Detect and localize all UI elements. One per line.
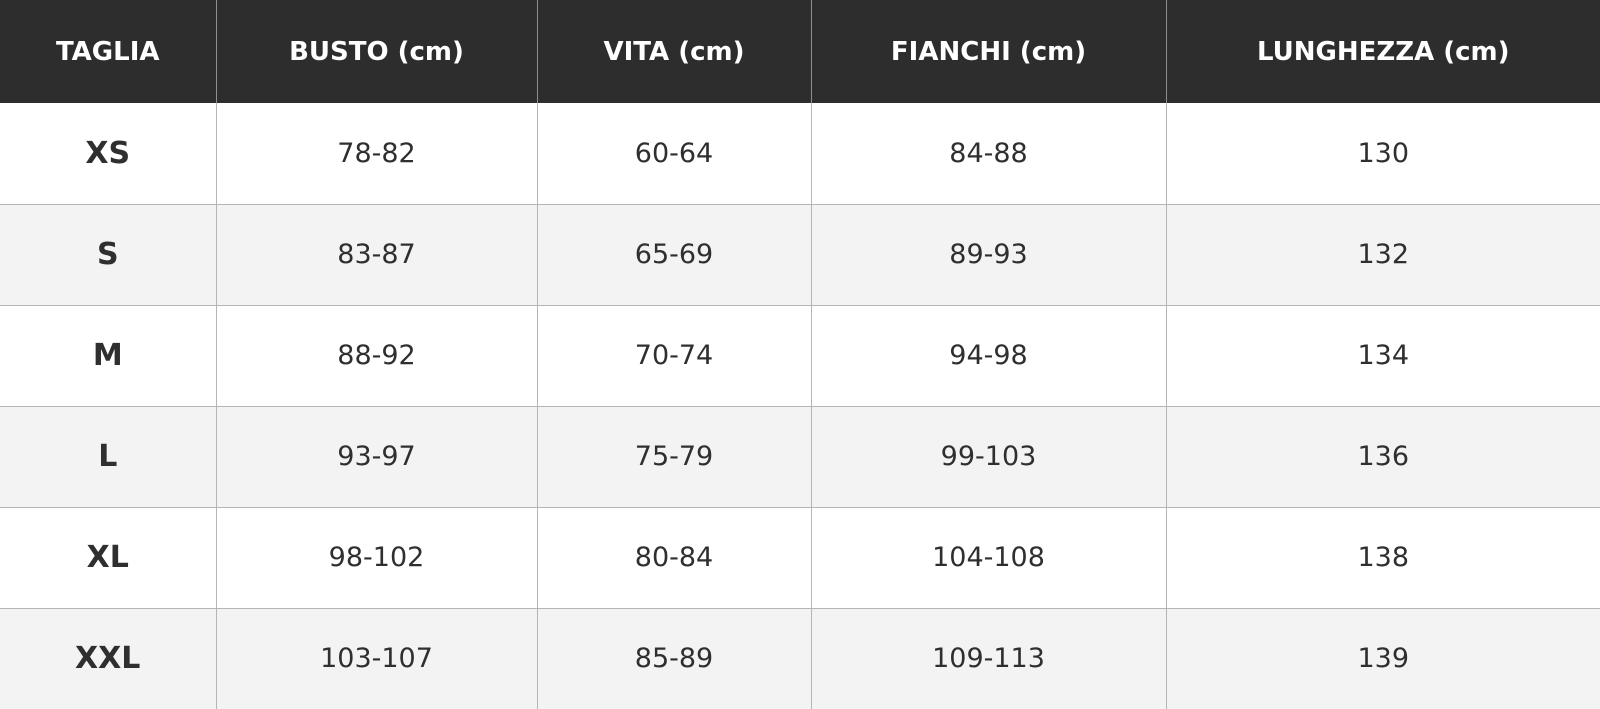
table-row: L 93-97 75-79 99-103 136 [0, 405, 1600, 507]
size-cell: L [0, 405, 216, 507]
hips-cell: 104-108 [810, 506, 1166, 608]
length-cell: 132 [1165, 203, 1600, 305]
size-cell: XXL [0, 607, 216, 709]
waist-cell: 75-79 [536, 405, 811, 507]
length-cell: 136 [1165, 405, 1600, 507]
hips-cell: 99-103 [810, 405, 1166, 507]
length-cell: 134 [1165, 304, 1600, 406]
size-cell: M [0, 304, 216, 406]
bust-cell: 88-92 [215, 304, 537, 406]
size-cell: S [0, 203, 216, 305]
table-row: XL 98-102 80-84 104-108 138 [0, 506, 1600, 608]
hips-cell: 94-98 [810, 304, 1166, 406]
waist-cell: 85-89 [536, 607, 811, 709]
waist-cell: 60-64 [536, 103, 811, 204]
bust-cell: 98-102 [215, 506, 537, 608]
table-header: TAGLIA BUSTO (cm) VITA (cm) FIANCHI (cm)… [0, 0, 1600, 103]
header-vita: VITA (cm) [536, 0, 811, 103]
hips-cell: 109-113 [810, 607, 1166, 709]
size-cell: XL [0, 506, 216, 608]
header-fianchi: FIANCHI (cm) [810, 0, 1166, 103]
header-lunghezza: LUNGHEZZA (cm) [1165, 0, 1600, 103]
size-cell: XS [0, 103, 216, 204]
waist-cell: 65-69 [536, 203, 811, 305]
bust-cell: 103-107 [215, 607, 537, 709]
bust-cell: 78-82 [215, 103, 537, 204]
header-taglia: TAGLIA [0, 0, 216, 103]
waist-cell: 80-84 [536, 506, 811, 608]
table-row: S 83-87 65-69 89-93 132 [0, 203, 1600, 305]
bust-cell: 93-97 [215, 405, 537, 507]
table-row: XS 78-82 60-64 84-88 130 [0, 103, 1600, 204]
table-body: XS 78-82 60-64 84-88 130 S 83-87 65-69 8… [0, 103, 1600, 709]
bust-cell: 83-87 [215, 203, 537, 305]
hips-cell: 89-93 [810, 203, 1166, 305]
waist-cell: 70-74 [536, 304, 811, 406]
header-row: TAGLIA BUSTO (cm) VITA (cm) FIANCHI (cm)… [0, 0, 1600, 103]
table-row: M 88-92 70-74 94-98 134 [0, 304, 1600, 406]
table-row: XXL 103-107 85-89 109-113 139 [0, 607, 1600, 709]
length-cell: 130 [1165, 103, 1600, 204]
hips-cell: 84-88 [810, 103, 1166, 204]
header-busto: BUSTO (cm) [215, 0, 537, 103]
length-cell: 138 [1165, 506, 1600, 608]
length-cell: 139 [1165, 607, 1600, 709]
